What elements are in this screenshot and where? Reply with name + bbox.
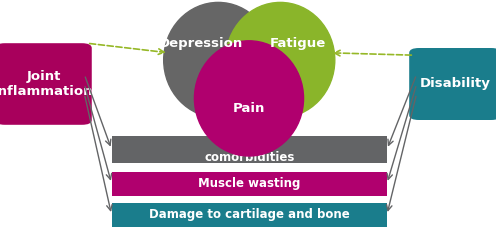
FancyBboxPatch shape — [112, 172, 387, 196]
FancyBboxPatch shape — [409, 48, 496, 120]
Ellipse shape — [194, 41, 304, 156]
Text: Depression: Depression — [159, 37, 243, 50]
FancyBboxPatch shape — [112, 136, 387, 163]
Text: Pain: Pain — [233, 102, 265, 114]
FancyBboxPatch shape — [0, 43, 92, 125]
Text: Damage to cartilage and bone: Damage to cartilage and bone — [149, 208, 350, 221]
Ellipse shape — [226, 2, 335, 118]
Ellipse shape — [164, 2, 273, 118]
Text: Disability: Disability — [420, 78, 491, 90]
Text: Systemic
comorbidities: Systemic comorbidities — [204, 135, 295, 164]
Text: Muscle wasting: Muscle wasting — [198, 177, 301, 190]
Text: Joint
inflammation: Joint inflammation — [0, 70, 93, 98]
Text: Fatigue: Fatigue — [269, 37, 326, 50]
FancyBboxPatch shape — [112, 203, 387, 227]
